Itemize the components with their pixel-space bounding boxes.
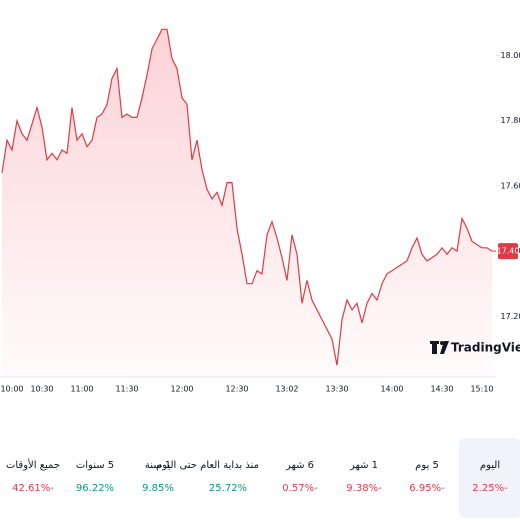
period-cell[interactable]: 5 سنوات 96.22% (64, 438, 126, 518)
logo-icon (440, 341, 444, 345)
period-label: 6 شهر (285, 460, 315, 471)
period-cell[interactable]: جميع الأوقات 42.61%- (2, 438, 64, 518)
period-value: 6.95%- (409, 483, 445, 494)
chart: 17.20 17.40 17.60 17.80 18.00 10:00 10:30 11:00… (0, 28, 520, 394)
period-value: 25.72% (208, 483, 248, 494)
y-tick-label: 17.80 (501, 116, 520, 125)
period-label: 5 سنوات (75, 460, 115, 471)
period-cell[interactable]: 1 شهر 9.38%- (333, 438, 395, 518)
logo-icon (430, 341, 439, 344)
y-tick-label: 18.00 (501, 51, 520, 60)
x-tick-label: 12:00 (170, 385, 193, 394)
x-tick-label: 15:10 (470, 385, 493, 394)
y-tick-label: 17.20 (501, 312, 520, 321)
y-tick-label: 17.60 (501, 181, 520, 190)
x-tick-label: 13:02 (275, 385, 298, 394)
x-tick-label: 11:30 (115, 385, 138, 394)
price-line (1, 28, 493, 366)
x-tick-label: 14:00 (380, 385, 403, 394)
x-tick-label: 14:30 (430, 385, 453, 394)
x-tick-label: 12:30 (225, 385, 248, 394)
last-price-box (498, 243, 518, 260)
logo-icon (432, 341, 437, 354)
last-price-label: 17.40 (497, 247, 520, 256)
logo: TradingView (430, 341, 520, 355)
period-label: 1 سنة (144, 460, 172, 471)
period-label: جميع الأوقات (5, 460, 61, 471)
period-cell[interactable]: اليوم 2.25%- (459, 438, 520, 518)
period-value: 9.85% (142, 483, 174, 494)
period-label: منذ بداية العام حتى اليوم (156, 460, 259, 471)
period-label: 1 شهر (349, 460, 379, 471)
period-cell[interactable]: 6 شهر 0.57%- (269, 438, 331, 518)
period-value: 42.61%- (12, 483, 54, 494)
x-tick-label: 10:30 (30, 385, 53, 394)
period-value: 2.25%- (472, 483, 508, 494)
period-cell[interactable]: منذ بداية العام حتى اليوم 25.72% (156, 438, 259, 518)
period-cell[interactable]: 1 سنة 9.85% (127, 438, 189, 518)
logo-icon (440, 341, 449, 354)
logo-text: TradingView (451, 341, 520, 355)
x-tick-label: 10:00 (0, 385, 23, 394)
period-value: 9.38%- (346, 483, 382, 494)
x-tick-label: 13:30 (325, 385, 348, 394)
period-label: اليوم (479, 460, 501, 471)
area (2, 29, 492, 376)
period-value: 0.57%- (282, 483, 318, 494)
period-value: 96.22% (75, 483, 115, 494)
period-cell[interactable]: 5 يوم 6.95%- (396, 438, 458, 518)
x-tick-label: 11:00 (70, 385, 93, 394)
period-label: 5 يوم (415, 460, 439, 471)
